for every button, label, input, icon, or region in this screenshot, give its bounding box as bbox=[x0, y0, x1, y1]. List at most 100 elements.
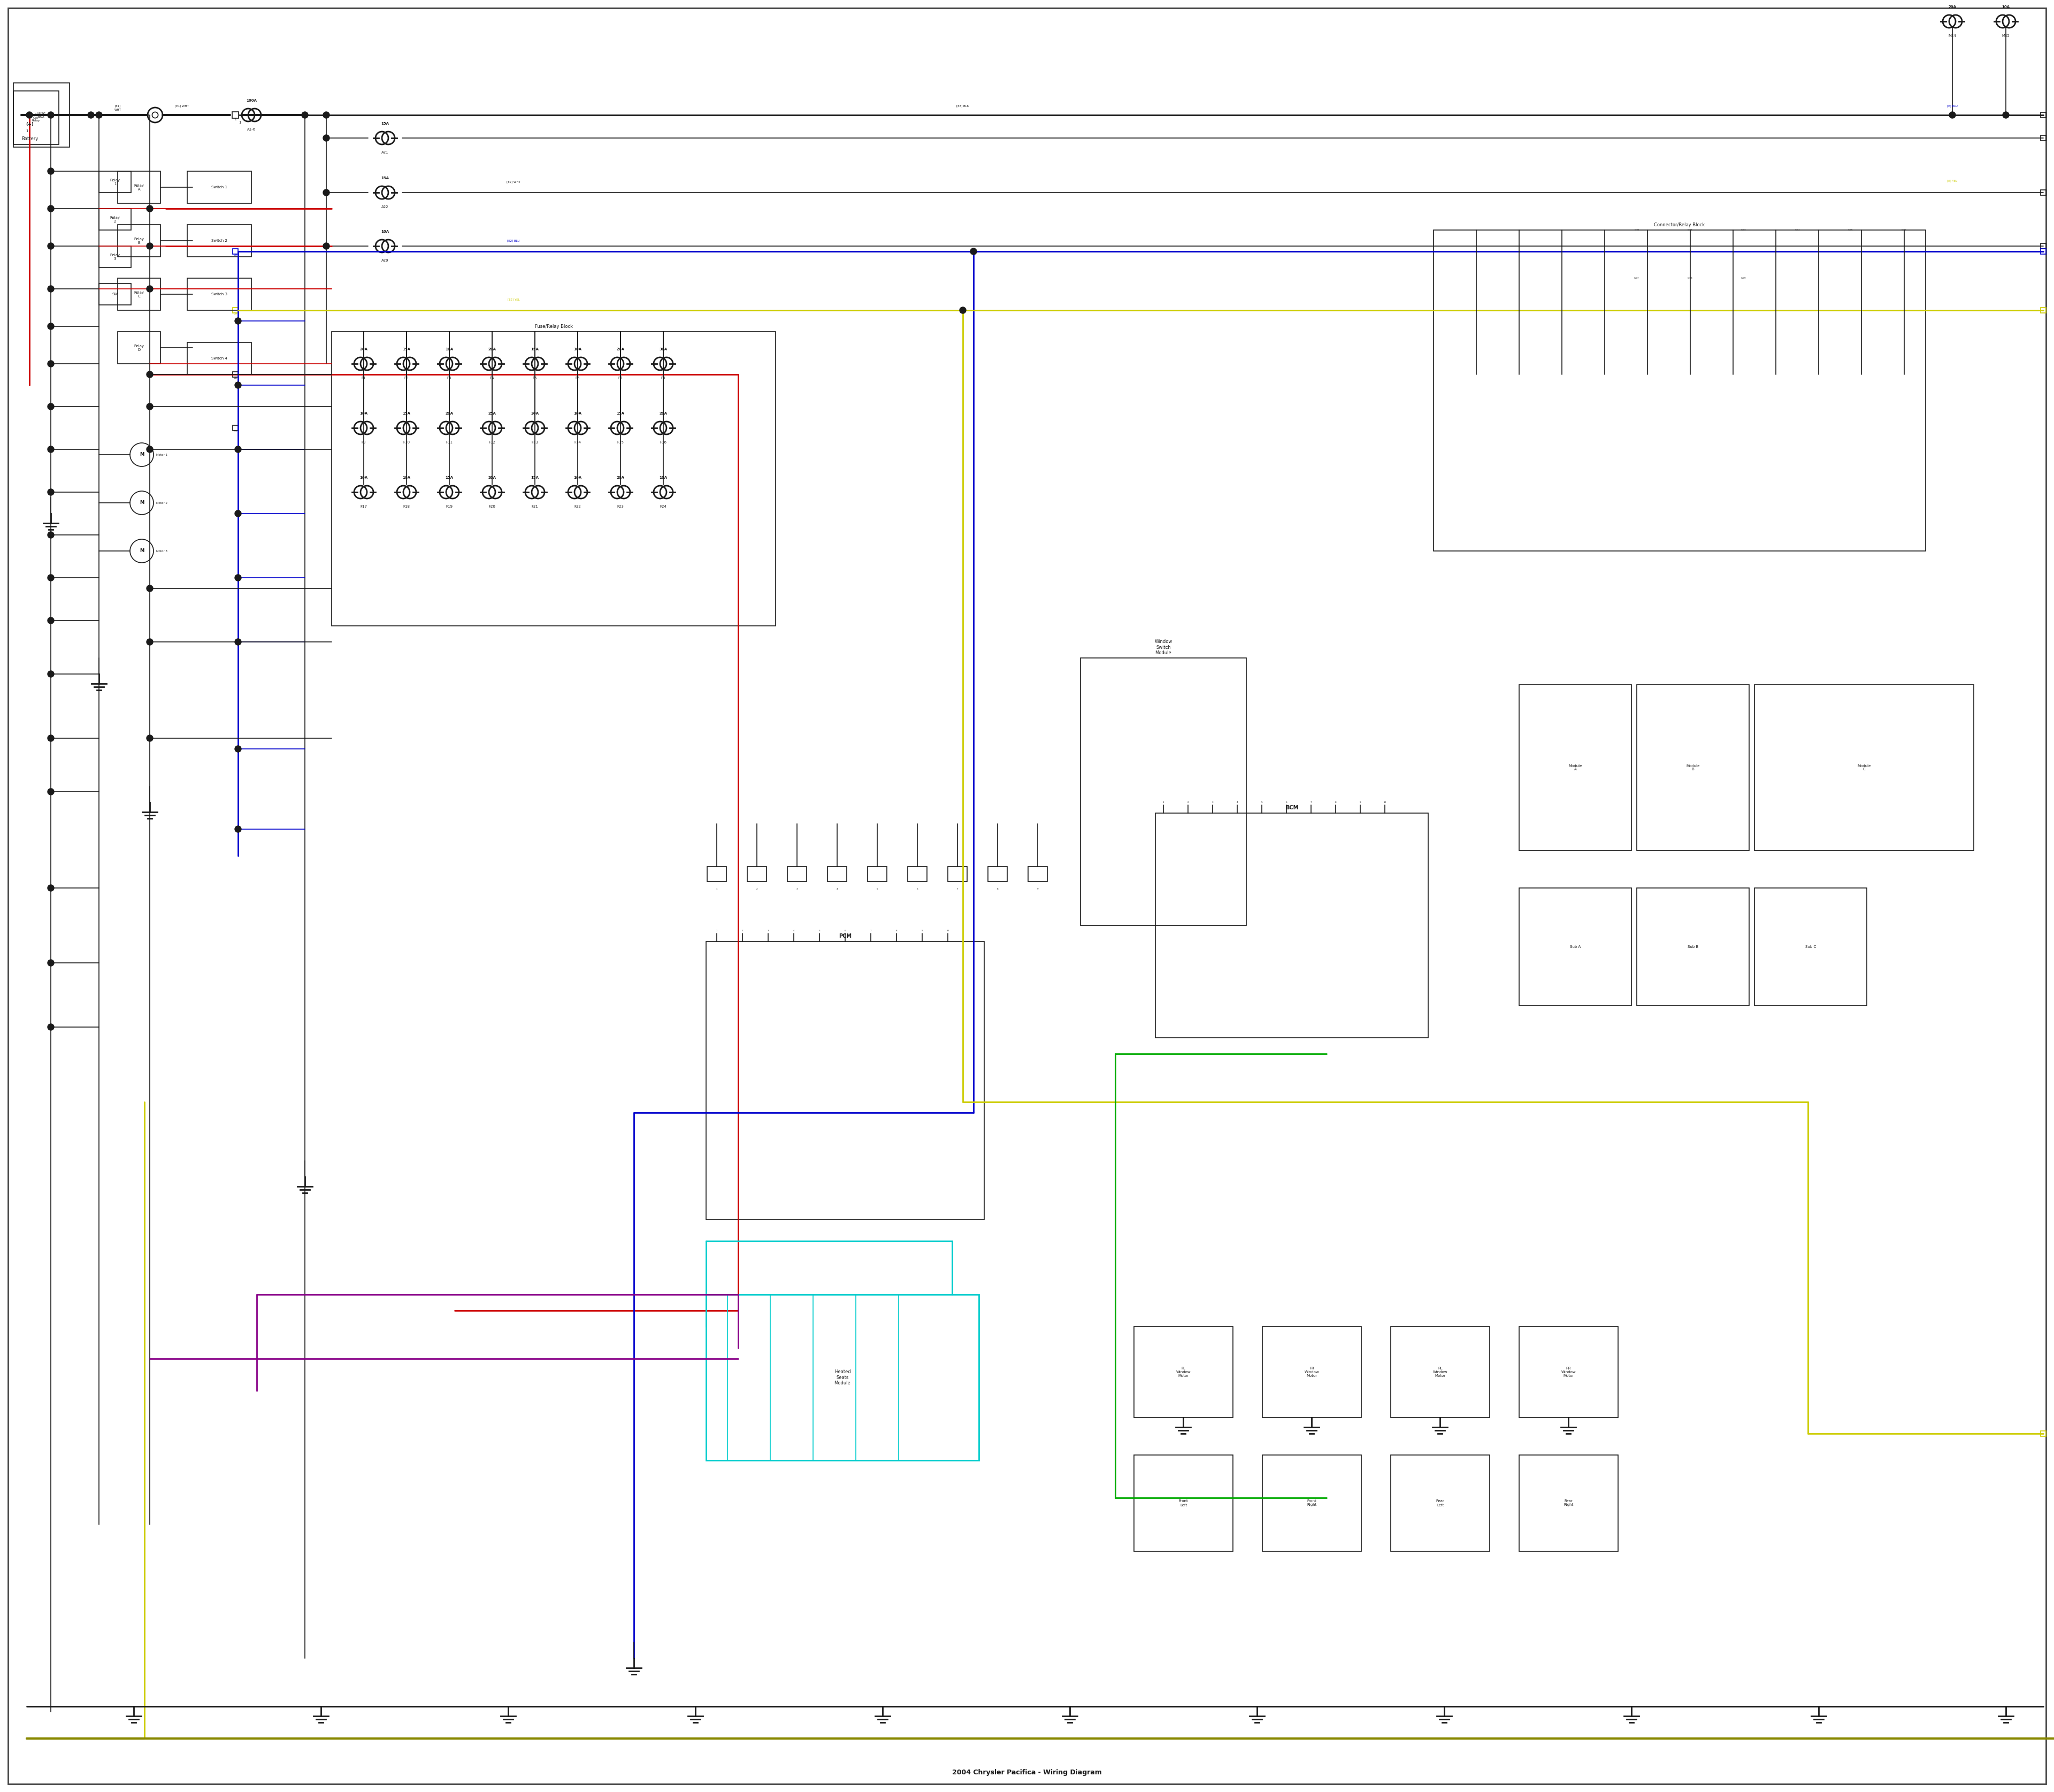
Bar bbox=[14, 91, 60, 145]
Text: A1-6: A1-6 bbox=[246, 127, 257, 131]
Bar bbox=[1754, 685, 1974, 851]
Text: 10A: 10A bbox=[359, 412, 368, 416]
Text: C-02: C-02 bbox=[1688, 229, 1692, 231]
Bar bbox=[707, 867, 727, 882]
Circle shape bbox=[47, 489, 53, 495]
Circle shape bbox=[47, 885, 53, 891]
Circle shape bbox=[47, 532, 53, 538]
Bar bbox=[867, 867, 887, 882]
Text: F17: F17 bbox=[359, 505, 368, 509]
Text: [E] YEL: [E] YEL bbox=[1947, 179, 1957, 181]
Bar bbox=[2040, 136, 2046, 142]
Text: Relay
D: Relay D bbox=[134, 344, 144, 351]
Circle shape bbox=[47, 616, 53, 624]
Text: 100A: 100A bbox=[246, 99, 257, 102]
Text: 10A: 10A bbox=[573, 348, 581, 351]
Text: [E2] WHT: [E2] WHT bbox=[507, 181, 520, 183]
Bar bbox=[1154, 814, 1428, 1038]
Text: [E1] WHT: [E1] WHT bbox=[175, 104, 189, 108]
Text: 20A: 20A bbox=[446, 412, 454, 416]
Circle shape bbox=[146, 446, 152, 453]
Circle shape bbox=[47, 1023, 53, 1030]
Text: RR
Window
Motor: RR Window Motor bbox=[1561, 1367, 1575, 1378]
Text: Motor 2: Motor 2 bbox=[156, 502, 168, 504]
Text: Rear
Left: Rear Left bbox=[1436, 1500, 1444, 1507]
Text: 15A: 15A bbox=[403, 348, 411, 351]
Text: F11: F11 bbox=[446, 441, 452, 444]
Text: C-04: C-04 bbox=[1795, 229, 1799, 231]
Bar bbox=[748, 867, 766, 882]
Text: Motor 3: Motor 3 bbox=[156, 550, 168, 552]
Bar bbox=[707, 1294, 980, 1460]
Text: F2: F2 bbox=[405, 376, 409, 380]
Text: [E3] BLK: [E3] BLK bbox=[957, 104, 969, 108]
Text: Battery: Battery bbox=[21, 136, 39, 142]
Text: 15A: 15A bbox=[530, 348, 538, 351]
Text: C-07: C-07 bbox=[1635, 278, 1639, 280]
Circle shape bbox=[146, 244, 152, 249]
Circle shape bbox=[234, 826, 240, 831]
Text: Connector/Relay Block: Connector/Relay Block bbox=[1653, 222, 1705, 228]
Bar bbox=[117, 278, 160, 310]
Circle shape bbox=[234, 575, 240, 581]
Text: Window
Switch
Module: Window Switch Module bbox=[1154, 640, 1173, 656]
Circle shape bbox=[322, 134, 329, 142]
Text: RL
Window
Motor: RL Window Motor bbox=[1434, 1367, 1448, 1378]
Text: [E1]: [E1] bbox=[115, 104, 121, 108]
Text: FL
Window
Motor: FL Window Motor bbox=[1177, 1367, 1191, 1378]
Text: Switch 2: Switch 2 bbox=[212, 238, 228, 242]
Text: C-01: C-01 bbox=[1635, 229, 1639, 231]
Text: F23: F23 bbox=[616, 505, 624, 509]
Bar bbox=[187, 278, 251, 310]
Text: F8: F8 bbox=[661, 376, 665, 380]
Text: A21: A21 bbox=[382, 151, 388, 154]
Bar bbox=[908, 867, 926, 882]
Circle shape bbox=[146, 206, 152, 211]
Bar bbox=[232, 249, 238, 254]
Bar bbox=[117, 172, 160, 202]
Circle shape bbox=[146, 638, 152, 645]
Bar bbox=[232, 425, 238, 430]
Text: FR
Window
Motor: FR Window Motor bbox=[1304, 1367, 1319, 1378]
Circle shape bbox=[47, 244, 53, 249]
Bar bbox=[14, 82, 70, 147]
Bar bbox=[1637, 685, 1750, 851]
Text: 60: 60 bbox=[234, 376, 236, 380]
Bar bbox=[1263, 1455, 1362, 1552]
Circle shape bbox=[27, 111, 33, 118]
Bar bbox=[1520, 1455, 1619, 1552]
Text: F21: F21 bbox=[532, 505, 538, 509]
Circle shape bbox=[302, 111, 308, 118]
Text: Rear
Right: Rear Right bbox=[1563, 1500, 1573, 1507]
Text: F14: F14 bbox=[575, 441, 581, 444]
Text: 15A: 15A bbox=[382, 122, 388, 125]
Text: 30A: 30A bbox=[659, 348, 668, 351]
Text: 15A: 15A bbox=[403, 412, 411, 416]
Text: Module
B: Module B bbox=[1686, 763, 1701, 771]
Text: F7: F7 bbox=[618, 376, 622, 380]
Text: F10: F10 bbox=[403, 441, 411, 444]
Bar bbox=[2040, 1432, 2046, 1435]
Text: 15A: 15A bbox=[530, 477, 538, 478]
Text: F19: F19 bbox=[446, 505, 452, 509]
Bar bbox=[232, 308, 238, 314]
Text: Relay
1: Relay 1 bbox=[111, 179, 119, 185]
Text: 10A: 10A bbox=[2003, 5, 2011, 9]
Bar bbox=[1520, 889, 1631, 1005]
Circle shape bbox=[47, 788, 53, 796]
Circle shape bbox=[234, 317, 240, 324]
Text: M45: M45 bbox=[2003, 34, 2009, 38]
Circle shape bbox=[234, 382, 240, 389]
Text: F16: F16 bbox=[659, 441, 668, 444]
Text: C-06: C-06 bbox=[1902, 229, 1906, 231]
Circle shape bbox=[234, 511, 240, 516]
Bar bbox=[2040, 190, 2046, 195]
Bar bbox=[947, 867, 967, 882]
Text: Motor 1: Motor 1 bbox=[156, 453, 168, 455]
Circle shape bbox=[234, 638, 240, 645]
Circle shape bbox=[47, 206, 53, 211]
Bar bbox=[99, 246, 131, 267]
Text: Sub C: Sub C bbox=[1805, 944, 1816, 948]
Text: 10A: 10A bbox=[446, 348, 454, 351]
Circle shape bbox=[47, 285, 53, 292]
